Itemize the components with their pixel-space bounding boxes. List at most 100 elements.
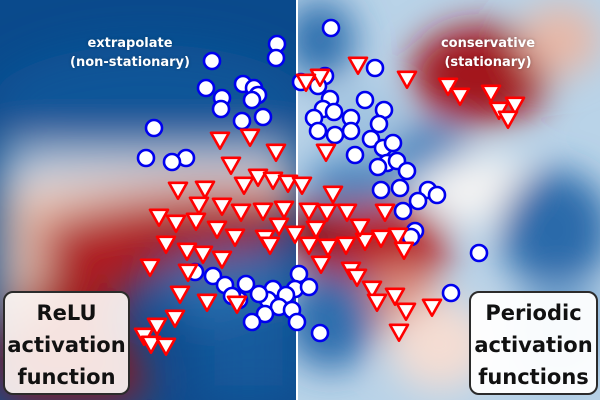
circle-point [393, 201, 413, 221]
circle-point [266, 48, 286, 68]
circle-point [310, 323, 330, 343]
triangle-point [233, 176, 255, 196]
circle-point [202, 51, 222, 71]
triangle-point [196, 293, 218, 313]
triangle-point [139, 258, 161, 278]
triangle-point [265, 143, 287, 163]
circle-point [287, 312, 307, 332]
triangle-point [370, 229, 392, 249]
circle-point [162, 152, 182, 172]
triangle-point [165, 214, 187, 234]
triangle-point [310, 255, 332, 275]
triangle-point [259, 236, 281, 256]
triangle-point [224, 228, 246, 248]
triangle-point [155, 235, 177, 255]
triangle-point [354, 232, 376, 252]
triangle-point [316, 203, 338, 223]
triangle-point [384, 287, 406, 307]
triangle-point [346, 268, 368, 288]
circle-point [397, 161, 417, 181]
circle-point [308, 121, 328, 141]
triangle-point [176, 242, 198, 262]
label-conservative: conservative (stationary) [440, 36, 536, 70]
triangle-point [188, 196, 210, 216]
circle-point [441, 283, 461, 303]
circle-point [321, 18, 341, 38]
triangle-point [155, 337, 177, 357]
triangle-point [192, 245, 214, 265]
triangle-point [504, 96, 526, 116]
circle-point [365, 58, 385, 78]
triangle-point [298, 236, 320, 256]
triangle-point [335, 236, 357, 256]
triangle-point [209, 131, 231, 151]
triangle-point [211, 250, 233, 270]
triangle-point [349, 218, 371, 238]
data-points [133, 18, 526, 357]
triangle-point [206, 220, 228, 240]
circle-point [299, 277, 319, 297]
triangle-point [497, 110, 519, 130]
triangle-point [252, 202, 274, 222]
triangle-point [230, 203, 252, 223]
circle-point [427, 185, 447, 205]
circle-point [203, 266, 223, 286]
triangle-point [146, 317, 168, 337]
periodic-activation-label: Periodic activation functions [469, 291, 598, 395]
triangle-point [393, 241, 415, 261]
relu-activation-label: ReLU activation function [3, 291, 130, 395]
triangle-point [277, 174, 299, 194]
circle-point [368, 157, 388, 177]
triangle-point [315, 143, 337, 163]
triangle-point [449, 87, 471, 107]
circle-point [408, 191, 428, 211]
triangle-point [226, 295, 248, 315]
circle-point [242, 312, 262, 332]
triangle-point [140, 335, 162, 355]
triangle-point [336, 203, 358, 223]
circle-point [242, 90, 262, 110]
triangle-point [211, 197, 233, 217]
circle-point [341, 121, 361, 141]
circle-point [355, 90, 375, 110]
circle-point [324, 102, 344, 122]
triangle-point [387, 227, 409, 247]
triangle-point [177, 263, 199, 283]
circle-point [253, 107, 273, 127]
triangle-point [295, 73, 317, 93]
circle-point [325, 125, 345, 145]
circle-point [236, 274, 256, 294]
triangle-point [366, 293, 388, 313]
triangle-point [185, 212, 207, 232]
triangle-point [167, 181, 189, 201]
triangle-point [298, 202, 320, 222]
triangle-point [437, 77, 459, 97]
circle-point [211, 99, 231, 119]
circle-point [371, 180, 391, 200]
triangle-point [268, 217, 290, 237]
circle-point [369, 114, 389, 134]
circle-point [144, 118, 164, 138]
triangle-point [239, 128, 261, 148]
circle-point [255, 304, 275, 324]
triangle-point [194, 180, 216, 200]
circle-point [361, 129, 381, 149]
circle-point [469, 243, 489, 263]
circle-point [345, 145, 365, 165]
triangle-point [322, 185, 344, 205]
triangle-point [164, 309, 186, 329]
triangle-point [396, 70, 418, 90]
triangle-point [347, 56, 369, 76]
triangle-point [220, 156, 242, 176]
circle-point [196, 78, 216, 98]
triangle-point [284, 225, 306, 245]
circle-point [232, 111, 252, 131]
triangle-point [480, 84, 502, 104]
circle-point [249, 284, 269, 304]
label-extrapolate: extrapolate (non-stationary) [70, 36, 190, 70]
triangle-point [374, 203, 396, 223]
triangle-point [262, 171, 284, 191]
triangle-point [388, 323, 410, 343]
triangle-point [317, 238, 339, 258]
